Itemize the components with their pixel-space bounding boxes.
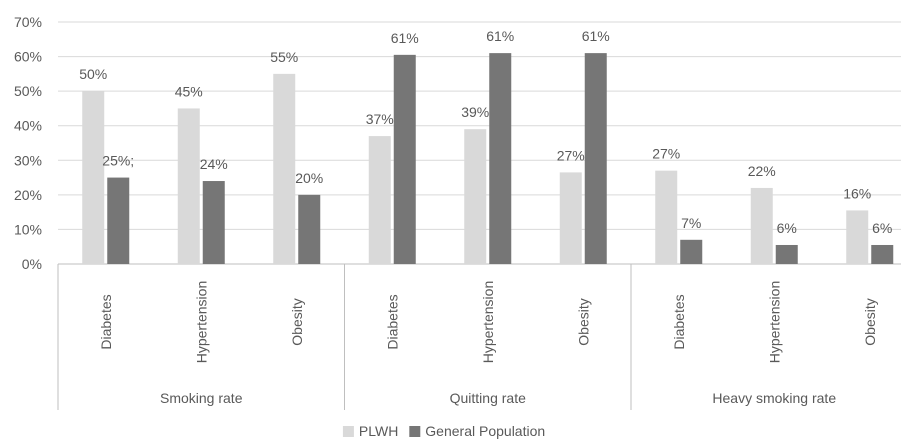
data-label: 25%; [102,153,134,169]
data-label: 16% [843,185,871,201]
bar [82,91,105,265]
bar [177,108,200,264]
data-label: 7% [681,215,701,231]
bar [202,181,225,264]
data-label: 24% [200,156,228,172]
legend: PLWH General Population [342,423,545,439]
y-tick-label: 20% [14,187,42,203]
data-label: 45% [175,83,203,99]
y-tick-label: 30% [14,152,42,168]
group-label: Heavy smoking rate [712,390,836,406]
data-label: 27% [652,146,680,162]
category-label: Diabetes [384,294,400,349]
y-tick-label: 50% [14,83,42,99]
bar [750,187,773,264]
bar [655,170,678,264]
bars [82,53,894,265]
y-tick-label: 60% [14,49,42,65]
x-axis: Diabetes Hypertension Obesity Diabetes Hyper… [57,264,878,410]
bar [846,210,869,264]
category-label: Diabetes [98,294,114,349]
category-label: Obesity [862,298,878,345]
bar [680,239,703,264]
y-tick-label: 40% [14,118,42,134]
data-label: 55% [270,49,298,65]
bar [559,172,582,264]
data-label: 20% [295,170,323,186]
category-label: Hypertension [480,281,496,364]
category-label: Hypertension [193,281,209,364]
y-tick-label: 70% [14,14,42,30]
group-label: Quitting rate [450,390,526,406]
data-label: 22% [748,163,776,179]
legend-swatch [409,426,421,437]
data-label: 27% [557,147,585,163]
category-label: Hypertension [766,281,782,364]
data-label: 61% [486,28,514,44]
category-label: Obesity [289,298,305,345]
data-label: 39% [461,104,489,120]
category-label: Obesity [575,298,591,345]
data-label: 61% [582,28,610,44]
data-label: 37% [366,111,394,127]
data-label: 61% [391,30,419,46]
data-label: 6% [777,220,797,236]
bar [871,244,894,264]
legend-swatch [342,426,354,437]
data-labels: 50% 25%; 45% 24% 55% 20% 37% 61% 39% 61% 27% 61% 27%… [79,28,892,236]
y-tick-label: 10% [14,221,42,237]
data-label: 50% [79,66,107,82]
y-tick-label: 0% [22,256,42,272]
bar [393,54,416,264]
legend-label: PLWH [359,423,398,439]
bar [298,194,321,264]
bar [464,129,487,264]
bar [273,73,296,264]
category-label: Diabetes [671,294,687,349]
bar [489,53,512,264]
bar [775,244,798,264]
bar [107,177,130,264]
legend-label: General Population [425,423,545,439]
bar [368,136,391,264]
group-label: Smoking rate [160,390,243,406]
bar [584,53,607,264]
y-axis-tick-labels: 0% 10% 20% 30% 40% 50% 60% 70% [14,14,42,272]
data-label: 6% [872,220,892,236]
